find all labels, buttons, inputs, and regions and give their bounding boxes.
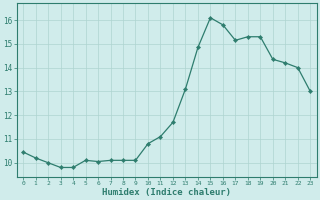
X-axis label: Humidex (Indice chaleur): Humidex (Indice chaleur) — [102, 188, 231, 197]
